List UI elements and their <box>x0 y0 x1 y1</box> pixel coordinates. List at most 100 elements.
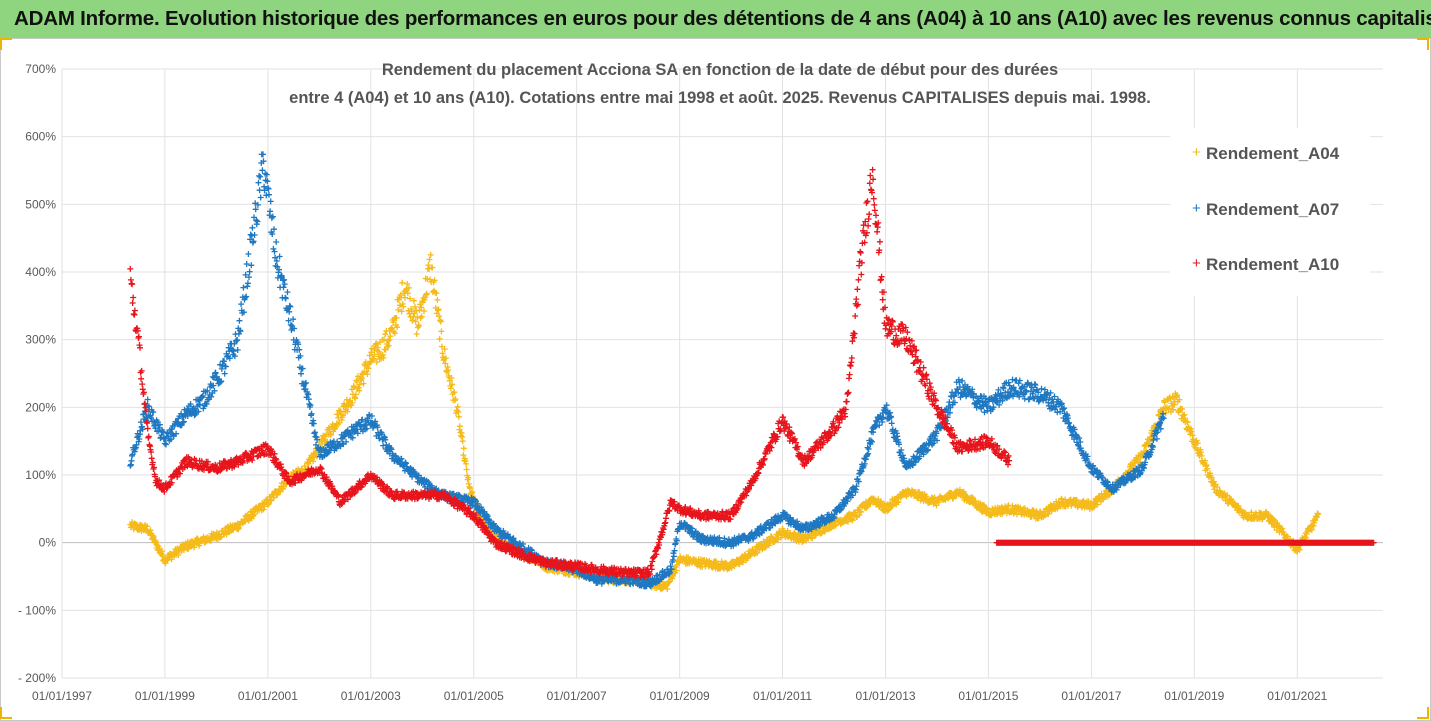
data-point <box>221 370 228 377</box>
data-point <box>199 392 206 399</box>
data-point <box>129 300 136 306</box>
data-point <box>248 262 255 269</box>
data-point <box>335 492 342 499</box>
x-tick-label: 01/01/2021 <box>1267 689 1327 703</box>
data-point <box>1154 429 1161 436</box>
data-point <box>460 452 467 459</box>
data-point <box>352 391 359 398</box>
data-point <box>388 488 395 495</box>
data-point <box>291 325 298 332</box>
data-point <box>390 319 397 326</box>
data-point <box>349 399 356 406</box>
frame-corner-handle[interactable] <box>1417 38 1429 50</box>
data-point <box>442 355 449 362</box>
data-point <box>269 231 276 237</box>
data-point <box>1035 389 1042 396</box>
data-point <box>144 425 151 432</box>
x-tick-label: 01/01/2001 <box>238 689 298 703</box>
data-point <box>286 308 293 315</box>
data-point <box>310 458 317 465</box>
data-point <box>427 251 434 258</box>
data-point <box>381 336 387 343</box>
data-point <box>1090 462 1097 469</box>
data-point <box>267 451 274 458</box>
data-point <box>208 393 215 400</box>
data-point <box>447 385 454 392</box>
data-point <box>1160 415 1167 422</box>
data-point <box>143 408 149 415</box>
data-point <box>251 232 258 238</box>
data-point <box>1161 399 1168 406</box>
data-point <box>177 470 183 477</box>
data-point <box>1073 497 1080 504</box>
data-point <box>1016 393 1023 400</box>
data-point <box>870 429 877 436</box>
data-point <box>951 399 958 406</box>
data-point <box>299 365 306 372</box>
data-point <box>239 459 246 466</box>
data-point <box>934 437 940 444</box>
data-point <box>1315 511 1321 518</box>
data-point <box>148 414 154 421</box>
data-point <box>956 486 963 493</box>
data-point <box>144 523 151 530</box>
data-point <box>197 401 203 408</box>
data-point <box>671 547 678 554</box>
data-point <box>895 499 902 506</box>
data-point <box>832 522 839 529</box>
data-point <box>1028 513 1035 520</box>
data-point <box>853 483 860 490</box>
frame-corner-handle[interactable] <box>0 707 12 719</box>
data-point <box>867 437 874 444</box>
data-point <box>889 502 896 509</box>
x-tick-label: 01/01/2007 <box>547 689 607 703</box>
data-point <box>418 313 425 320</box>
data-point <box>138 375 145 382</box>
data-point <box>135 333 142 340</box>
data-point <box>1176 396 1183 403</box>
y-tick-label: 400% <box>25 265 56 279</box>
data-point <box>139 426 146 433</box>
data-point <box>436 313 443 320</box>
frame-corner-handle[interactable] <box>1417 707 1429 719</box>
data-point <box>343 438 350 445</box>
data-point <box>387 333 394 340</box>
data-point <box>1194 440 1201 447</box>
data-point <box>929 441 935 448</box>
data-point <box>181 464 188 471</box>
data-point <box>260 158 267 165</box>
data-point <box>339 412 346 419</box>
data-point <box>151 464 157 471</box>
data-point <box>454 403 461 410</box>
data-point <box>403 460 409 467</box>
data-point <box>278 273 285 280</box>
data-point <box>203 401 210 407</box>
data-point <box>393 315 400 321</box>
data-point <box>134 327 141 334</box>
data-point <box>274 274 281 281</box>
data-point <box>399 279 406 286</box>
data-point <box>256 172 263 179</box>
data-point <box>1010 393 1016 400</box>
x-tick-label: 01/01/2003 <box>341 689 401 703</box>
data-point <box>380 442 387 449</box>
data-point <box>266 191 272 198</box>
data-point <box>413 330 420 337</box>
data-point <box>1023 388 1030 395</box>
data-point <box>978 405 985 412</box>
data-point <box>260 506 267 513</box>
data-point <box>1066 419 1073 426</box>
data-point <box>273 258 280 264</box>
data-point <box>144 396 151 403</box>
data-point <box>933 430 940 437</box>
data-point <box>246 274 252 281</box>
series-rendement-a10 <box>127 166 1013 581</box>
frame-corner-handle[interactable] <box>0 38 12 50</box>
data-point <box>356 387 363 394</box>
y-tick-label: 200% <box>25 400 56 414</box>
data-point <box>869 438 875 445</box>
data-point <box>995 386 1002 393</box>
data-point <box>359 416 366 423</box>
data-point <box>1000 385 1007 392</box>
data-point <box>272 254 279 261</box>
